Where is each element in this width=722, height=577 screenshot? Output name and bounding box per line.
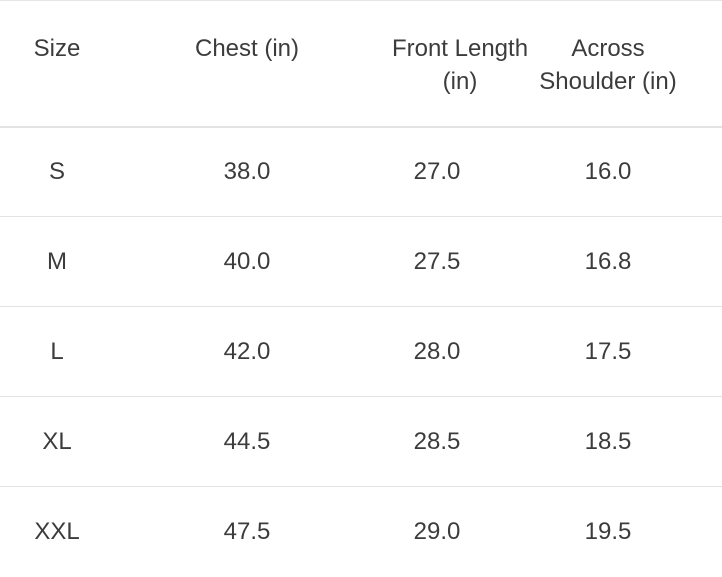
cell-front-length: 27.5 bbox=[380, 216, 494, 307]
cell-front-length: 28.5 bbox=[380, 396, 494, 487]
cell-size: XXL bbox=[34, 518, 80, 546]
cell-across-shoulder: 16.8 bbox=[494, 216, 722, 307]
cell-chest: 38.0 bbox=[114, 126, 380, 217]
table-row: XL 44.5 28.5 18.5 bbox=[0, 396, 722, 487]
cell-chest: 47.5 bbox=[223, 518, 271, 546]
cell-front-length: 27.0 bbox=[380, 126, 494, 217]
cell-across-shoulder: 17.5 bbox=[494, 306, 722, 397]
cell-across-shoulder: 16.0 bbox=[494, 126, 722, 217]
cell-size: XL bbox=[0, 396, 114, 487]
cell-chest: 44.5 bbox=[114, 396, 380, 487]
header-chest-label: Chest (in) bbox=[194, 35, 300, 62]
table-row: M 40.0 27.5 16.8 bbox=[0, 216, 722, 307]
table-row: L 42.0 28.0 17.5 bbox=[0, 306, 722, 397]
cell-size: S bbox=[0, 126, 114, 217]
table-row: XXL 47.5 29.0 19.5 bbox=[0, 487, 722, 577]
header-front-length-label: Front Length (in) bbox=[391, 35, 529, 95]
cell-across-shoulder: 19.5 bbox=[584, 518, 632, 546]
table-header: Size Chest (in) Front Length (in) Across… bbox=[0, 0, 722, 128]
cell-chest: 42.0 bbox=[114, 306, 380, 397]
cell-front-length: 28.0 bbox=[380, 306, 494, 397]
cell-front-length: 29.0 bbox=[413, 518, 461, 546]
header-row: Size Chest (in) Front Length (in) Across… bbox=[0, 0, 722, 128]
header-front-length: Front Length (in) bbox=[380, 0, 528, 128]
header-size: Size bbox=[0, 0, 114, 128]
header-chest: Chest (in) bbox=[114, 0, 380, 128]
cell-size: L bbox=[0, 306, 114, 397]
table-row: S 38.0 27.0 16.0 bbox=[0, 126, 722, 217]
header-across-shoulder-label: Across Shoulder (in) bbox=[539, 35, 677, 95]
cell-size: M bbox=[0, 216, 114, 307]
header-size-label: Size bbox=[33, 35, 81, 62]
header-across-shoulder: Across Shoulder (in) bbox=[494, 0, 722, 128]
cell-chest: 40.0 bbox=[114, 216, 380, 307]
cell-across-shoulder: 18.5 bbox=[494, 396, 722, 487]
table-body: S 38.0 27.0 16.0 M 40.0 27.5 16.8 L 42.0… bbox=[0, 126, 722, 577]
